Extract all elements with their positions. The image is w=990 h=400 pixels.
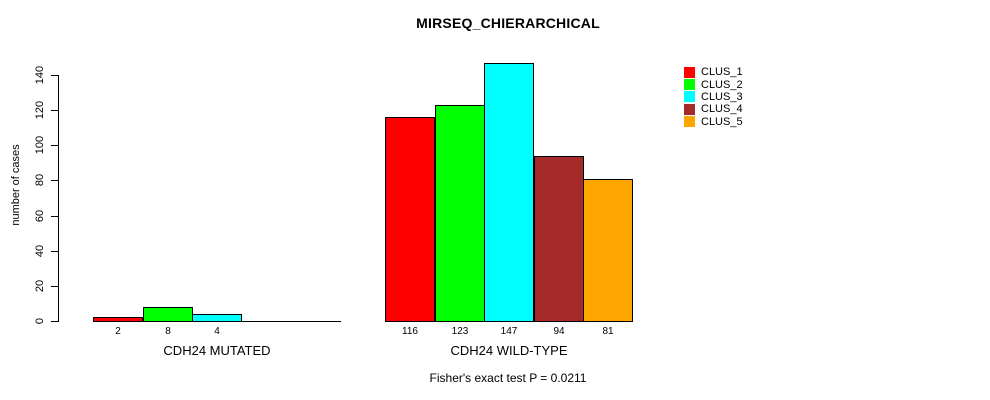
legend-label: CLUS_4: [701, 103, 743, 116]
y-tick-label: 100: [34, 135, 46, 155]
y-tick: [51, 145, 59, 146]
bar-cdh24-mutated-clus_2: [143, 307, 193, 322]
legend-item-clus_5: CLUS_5: [684, 116, 743, 128]
bar-cdh24-wild-type-clus_1: [385, 117, 435, 322]
legend-item-clus_3: CLUS_3: [684, 91, 743, 103]
legend-item-clus_2: CLUS_2: [684, 78, 743, 91]
x-group-label-mutated: CDH24 MUTATED: [163, 343, 271, 358]
bar-value-label: 8: [165, 326, 171, 337]
y-axis-line: [58, 75, 59, 322]
bar-cdh24-wild-type-clus_2: [435, 105, 485, 322]
bar-value-label: 2: [115, 326, 121, 337]
legend-label: CLUS_2: [701, 78, 743, 91]
legend-label: CLUS_1: [701, 66, 743, 79]
y-tick: [51, 216, 59, 217]
bar-value-label: 116: [402, 326, 418, 337]
fisher-test-annotation: Fisher's exact test P = 0.0211: [429, 371, 587, 385]
y-tick-label: 0: [34, 317, 46, 325]
y-tick: [51, 110, 59, 111]
bar-cdh24-mutated-clus_1: [93, 317, 143, 322]
legend-swatch-icon: [684, 103, 695, 115]
bar-cdh24-wild-type-clus_4: [534, 156, 584, 322]
y-tick-label: 80: [34, 173, 46, 187]
legend-swatch-icon: [684, 66, 695, 78]
y-tick: [51, 75, 59, 76]
bar-value-label: 94: [553, 326, 565, 337]
bar-cdh24-wild-type-clus_5: [583, 179, 633, 322]
bar-cdh24-wild-type-clus_3: [484, 63, 534, 322]
legend: CLUS_1 CLUS_2 CLUS_3 CLUS_4 CLUS_5: [684, 66, 743, 128]
bar-value-label: 123: [451, 326, 469, 337]
bar-value-label: 81: [602, 326, 614, 337]
chart-title: MIRSEQ_CHIERARCHICAL: [416, 15, 600, 31]
bar-value-label: 4: [214, 326, 220, 337]
legend-item-clus_4: CLUS_4: [684, 103, 743, 115]
y-tick: [51, 251, 59, 252]
legend-label: CLUS_5: [701, 115, 743, 128]
y-tick: [51, 321, 59, 322]
bar-value-label: 147: [500, 326, 518, 337]
legend-swatch-icon: [684, 116, 695, 128]
y-axis-title: number of cases: [10, 144, 22, 226]
legend-swatch-icon: [684, 79, 695, 91]
legend-label: CLUS_3: [701, 90, 743, 103]
y-tick-label: 140: [34, 65, 46, 85]
y-tick-label: 120: [34, 100, 46, 120]
y-tick-label: 60: [34, 209, 46, 223]
bar-cdh24-mutated-clus_4: [242, 321, 292, 322]
y-tick-label: 20: [34, 279, 46, 293]
bar-cdh24-mutated-clus_5: [291, 321, 341, 322]
y-tick: [51, 286, 59, 287]
legend-swatch-icon: [684, 91, 695, 103]
legend-item-clus_1: CLUS_1: [684, 66, 743, 78]
x-group-label-wildtype: CDH24 WILD-TYPE: [450, 343, 568, 358]
y-tick-label: 40: [34, 244, 46, 258]
bar-cdh24-mutated-clus_3: [192, 314, 242, 322]
y-tick: [51, 180, 59, 181]
